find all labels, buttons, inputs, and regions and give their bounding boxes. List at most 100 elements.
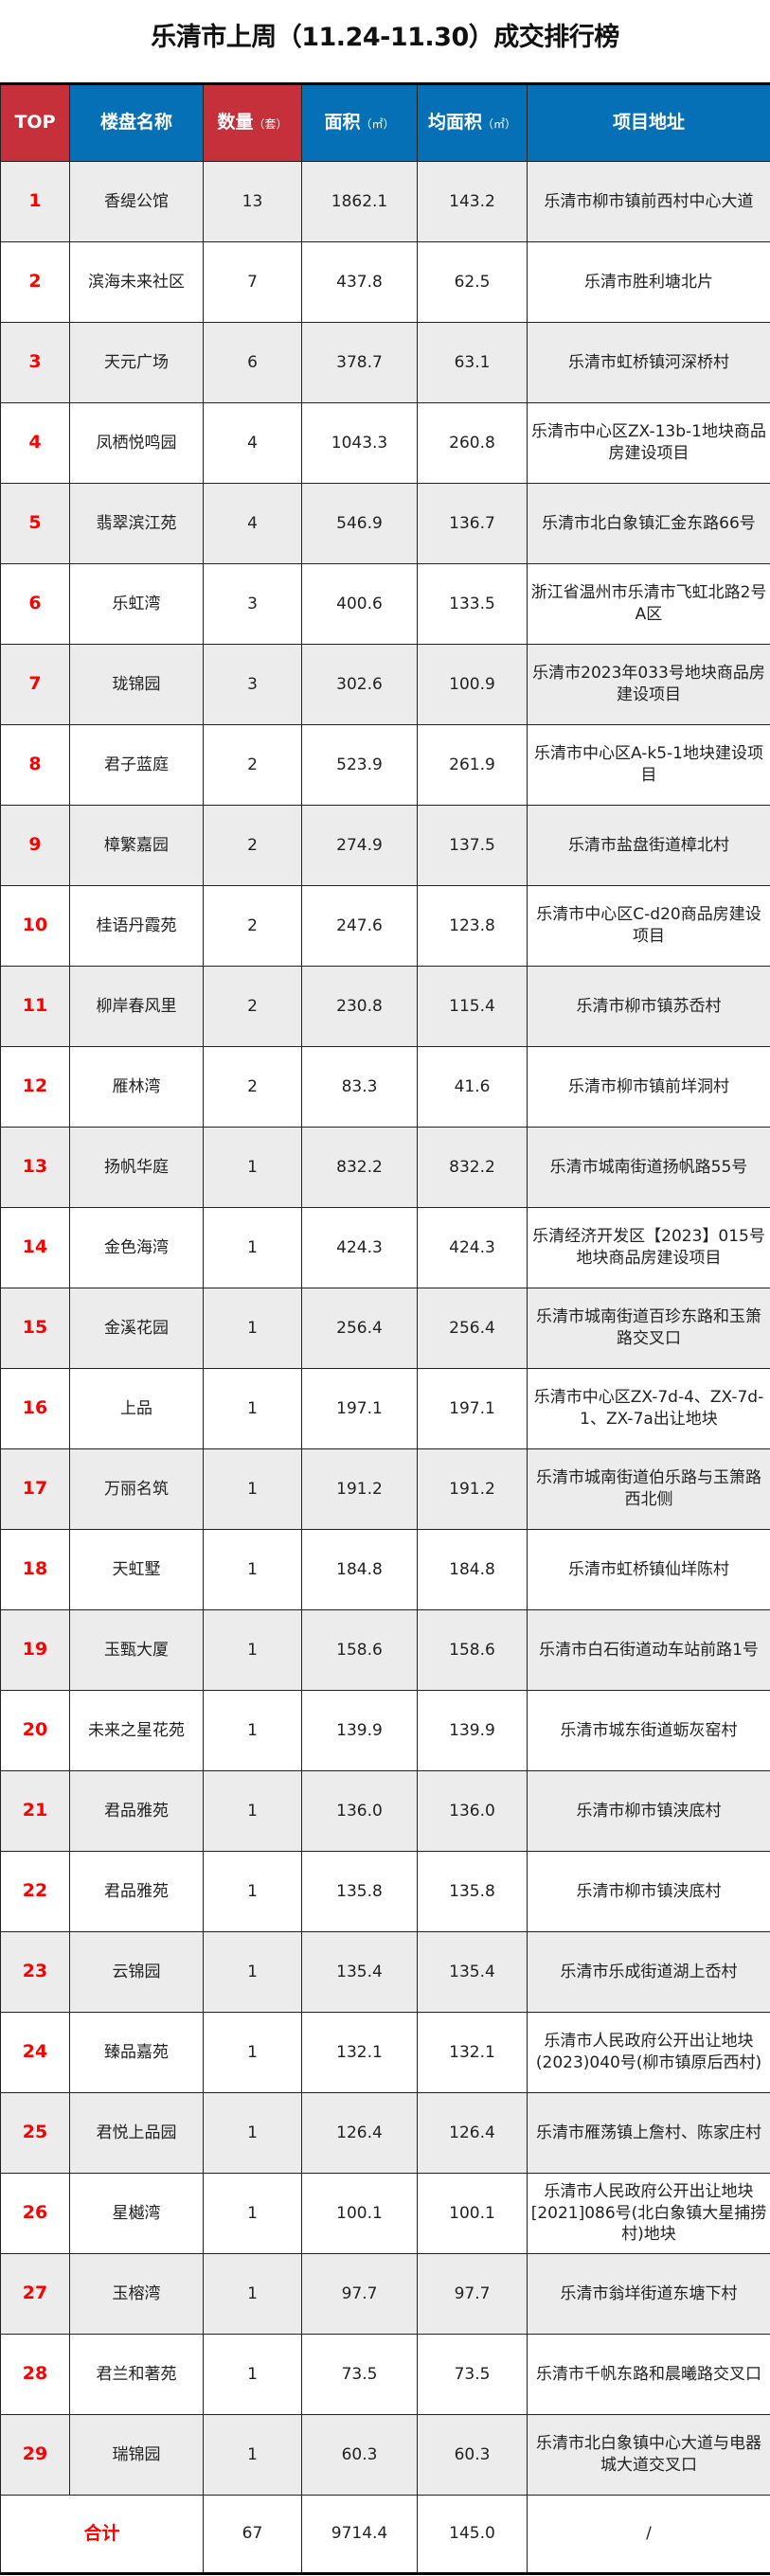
name-cell: 君品雅苑 — [69, 1851, 204, 1932]
table-row: 9 樟繁嘉园 2 274.9 137.5 乐清市盐盘街道樟北村 — [0, 805, 770, 886]
rank-cell: 25 — [0, 2092, 70, 2174]
address-cell: 乐清市人民政府公开出让地块[2021]086号(北白象镇大星捕捞村)地块 — [527, 2173, 770, 2254]
header-area-label: 面积 — [324, 112, 361, 133]
address-cell: 乐清市胜利塘北片 — [527, 241, 770, 323]
table-row: 2 滨海未来社区 7 437.8 62.5 乐清市胜利塘北片 — [0, 241, 770, 323]
table-row: 14 金色海湾 1 424.3 424.3 乐清经济开发区【2023】015号地块商品房建… — [0, 1207, 770, 1288]
count-cell: 2 — [203, 805, 302, 886]
avg-area-cell: 256.4 — [417, 1288, 528, 1369]
avg-area-cell: 126.4 — [417, 2092, 528, 2174]
avg-area-cell: 139.9 — [417, 1690, 528, 1771]
name-cell: 云锦园 — [69, 1931, 204, 2013]
address-cell: 乐清市北白象镇中心大道与电器城大道交叉口 — [527, 2414, 770, 2496]
address-cell: 乐清市柳市镇前西村中心大道 — [527, 161, 770, 242]
count-cell: 6 — [203, 322, 302, 403]
area-cell: 256.4 — [301, 1288, 418, 1369]
avg-area-cell: 133.5 — [417, 563, 528, 645]
avg-area-cell: 191.2 — [417, 1448, 528, 1530]
count-cell: 1 — [203, 2334, 302, 2415]
count-cell: 1 — [203, 1368, 302, 1449]
rank-cell: 5 — [0, 483, 70, 564]
table-row: 10 桂语丹霞苑 2 247.6 123.8 乐清市中心区C-d20商品房建设项目 — [0, 885, 770, 967]
name-cell: 君子蓝庭 — [69, 724, 204, 806]
header-count-unit: （套） — [253, 117, 288, 132]
rank-cell: 1 — [0, 161, 70, 242]
address-cell: 乐清市中心区ZX-7d-4、ZX-7d-1、ZX-7a出让地块 — [527, 1368, 770, 1449]
area-cell: 191.2 — [301, 1448, 418, 1530]
count-cell: 1 — [203, 1851, 302, 1932]
avg-area-cell: 135.4 — [417, 1931, 528, 2013]
area-cell: 126.4 — [301, 2092, 418, 2174]
count-cell: 1 — [203, 2012, 302, 2093]
rank-cell: 22 — [0, 1851, 70, 1932]
avg-area-cell: 136.0 — [417, 1770, 528, 1852]
area-cell: 139.9 — [301, 1690, 418, 1771]
table-row: 23 云锦园 1 135.4 135.4 乐清市乐成街道湖上岙村 — [0, 1931, 770, 2013]
table-row: 29 瑞锦园 1 60.3 60.3 乐清市北白象镇中心大道与电器城大道交叉口 — [0, 2414, 770, 2496]
avg-area-cell: 158.6 — [417, 1609, 528, 1691]
address-cell: 乐清市乐成街道湖上岙村 — [527, 1931, 770, 2013]
name-cell: 雁林湾 — [69, 1046, 204, 1128]
name-cell: 君品雅苑 — [69, 1770, 204, 1852]
name-cell: 金色海湾 — [69, 1207, 204, 1288]
rank-cell: 28 — [0, 2334, 70, 2415]
count-cell: 1 — [203, 1931, 302, 2013]
rank-cell: 20 — [0, 1690, 70, 1771]
table-row: 27 玉榕湾 1 97.7 97.7 乐清市翁垟街道东塘下村 — [0, 2253, 770, 2335]
table-row: 28 君兰和著苑 1 73.5 73.5 乐清市千帆东路和晨曦路交叉口 — [0, 2334, 770, 2415]
rank-cell: 26 — [0, 2173, 70, 2254]
rank-cell: 18 — [0, 1529, 70, 1610]
avg-area-cell: 260.8 — [417, 402, 528, 484]
count-cell: 1 — [203, 1770, 302, 1852]
count-cell: 4 — [203, 402, 302, 484]
area-cell: 97.7 — [301, 2253, 418, 2335]
address-cell: 乐清市中心区ZX-13b-1地块商品房建设项目 — [527, 402, 770, 484]
table-row: 3 天元广场 6 378.7 63.1 乐清市虹桥镇河深桥村 — [0, 322, 770, 403]
rank-cell: 13 — [0, 1127, 70, 1208]
avg-area-cell: 62.5 — [417, 241, 528, 323]
area-cell: 1862.1 — [301, 161, 418, 242]
count-cell: 2 — [203, 724, 302, 806]
table-row: 25 君悦上品园 1 126.4 126.4 乐清市雁荡镇上詹村、陈家庄村 — [0, 2092, 770, 2174]
address-cell: 浙江省温州市乐清市飞虹北路2号A区 — [527, 563, 770, 645]
address-cell: 乐清市虹桥镇河深桥村 — [527, 322, 770, 403]
header-avg-area-label: 均面积 — [427, 112, 482, 133]
count-cell: 1 — [203, 1448, 302, 1530]
count-cell: 2 — [203, 885, 302, 967]
ranking-table: TOP 楼盘名称 数量（套） 面积（㎡） 均面积（㎡） 项目地址 1 香缇公馆 13… — [0, 82, 770, 2575]
table-body: 1 香缇公馆 13 1862.1 143.2 乐清市柳市镇前西村中心大道 2 滨海未来社区 7 4… — [0, 161, 770, 2496]
avg-area-cell: 100.9 — [417, 644, 528, 725]
count-cell: 7 — [203, 241, 302, 323]
area-cell: 1043.3 — [301, 402, 418, 484]
area-cell: 132.1 — [301, 2012, 418, 2093]
area-cell: 378.7 — [301, 322, 418, 403]
count-cell: 1 — [203, 2173, 302, 2254]
table-row: 26 星樾湾 1 100.1 100.1 乐清市人民政府公开出让地块[2021]086号(… — [0, 2173, 770, 2254]
rank-cell: 7 — [0, 644, 70, 725]
rank-cell: 29 — [0, 2414, 70, 2496]
address-cell: 乐清市白石街道动车站前路1号 — [527, 1609, 770, 1691]
name-cell: 乐虹湾 — [69, 563, 204, 645]
address-cell: 乐清市盐盘街道樟北村 — [527, 805, 770, 886]
name-cell: 凤栖悦鸣园 — [69, 402, 204, 484]
address-cell: 乐清市城南街道扬帆路55号 — [527, 1127, 770, 1208]
header-avg-area-unit: （㎡） — [482, 117, 517, 132]
total-avg-area: 145.0 — [417, 2495, 528, 2575]
rank-cell: 14 — [0, 1207, 70, 1288]
name-cell: 滨海未来社区 — [69, 241, 204, 323]
count-cell: 4 — [203, 483, 302, 564]
rank-cell: 19 — [0, 1609, 70, 1691]
area-cell: 546.9 — [301, 483, 418, 564]
name-cell: 玉榕湾 — [69, 2253, 204, 2335]
name-cell: 扬帆华庭 — [69, 1127, 204, 1208]
table-row: 15 金溪花园 1 256.4 256.4 乐清市城南街道百珍东路和玉箫路交叉口 — [0, 1288, 770, 1369]
address-cell: 乐清市人民政府公开出让地块(2023)040号(柳市镇原后西村) — [527, 2012, 770, 2093]
avg-area-cell: 137.5 — [417, 805, 528, 886]
table-row: 1 香缇公馆 13 1862.1 143.2 乐清市柳市镇前西村中心大道 — [0, 161, 770, 242]
name-cell: 天虹墅 — [69, 1529, 204, 1610]
name-cell: 万丽名筑 — [69, 1448, 204, 1530]
address-cell: 乐清市雁荡镇上詹村、陈家庄村 — [527, 2092, 770, 2174]
avg-area-cell: 197.1 — [417, 1368, 528, 1449]
rank-cell: 16 — [0, 1368, 70, 1449]
avg-area-cell: 424.3 — [417, 1207, 528, 1288]
